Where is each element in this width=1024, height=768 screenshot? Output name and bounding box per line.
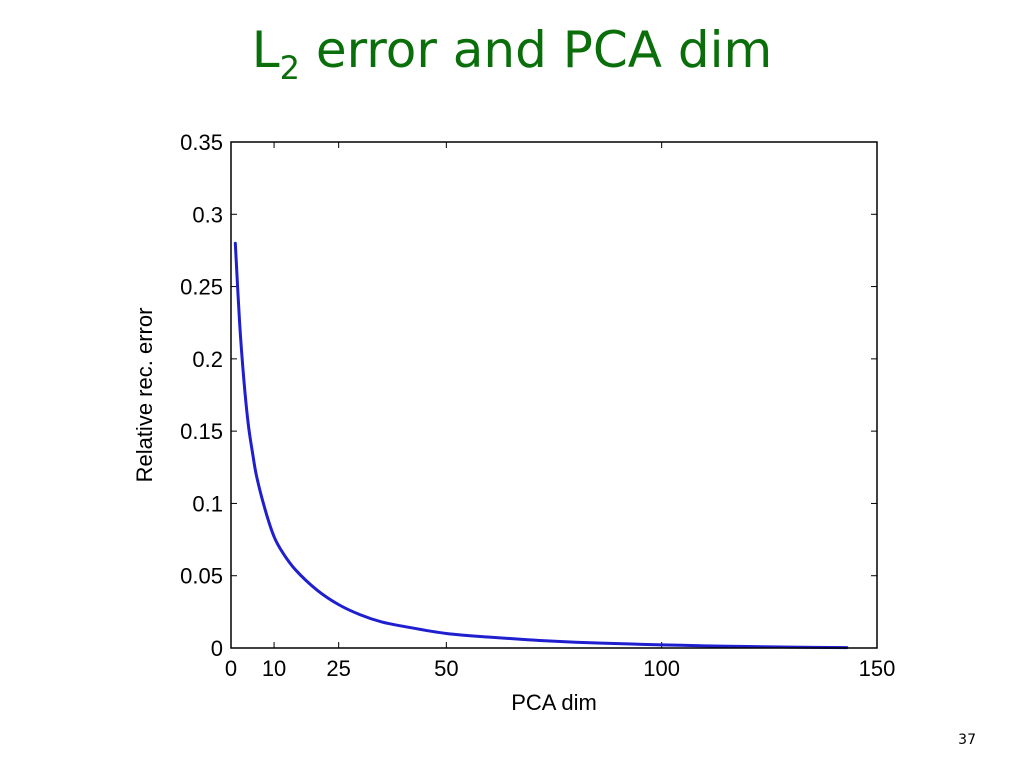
title-rest: error and PCA dim bbox=[299, 21, 773, 79]
page-number: 37 bbox=[958, 732, 976, 748]
y-tick-label: 0.35 bbox=[180, 130, 223, 155]
slide-title: L2 error and PCA dim bbox=[0, 18, 1024, 100]
series-layer bbox=[233, 241, 849, 650]
y-tick-label: 0.05 bbox=[180, 564, 223, 589]
x-axis-label: PCA dim bbox=[511, 690, 597, 715]
x-tick-label: 100 bbox=[643, 656, 680, 681]
x-tick-label: 0 bbox=[225, 656, 237, 681]
title-subscript: 2 bbox=[279, 49, 300, 87]
x-tick-label: 50 bbox=[434, 656, 458, 681]
y-tick-label: 0.15 bbox=[180, 419, 223, 444]
y-tick-label: 0.25 bbox=[180, 275, 223, 300]
x-tick-label: 10 bbox=[262, 656, 286, 681]
plot-frame bbox=[230, 141, 878, 649]
title-main: L bbox=[251, 21, 280, 79]
tick-labels-layer: 0 10 25 50 100 150 0 0.05 0.1 0.15 0.2 0.25 0.3 0.35 bbox=[180, 130, 895, 681]
y-tick-label: 0.2 bbox=[192, 347, 223, 372]
x-tick-label: 150 bbox=[859, 656, 896, 681]
ticks-layer bbox=[230, 141, 878, 649]
y-axis-label: Relative rec. error bbox=[132, 308, 157, 483]
series-line bbox=[233, 241, 849, 650]
y-tick-label: 0.1 bbox=[192, 491, 223, 516]
y-tick-label: 0 bbox=[211, 636, 223, 661]
x-tick-label: 25 bbox=[326, 656, 350, 681]
y-tick-label: 0.3 bbox=[192, 202, 223, 227]
